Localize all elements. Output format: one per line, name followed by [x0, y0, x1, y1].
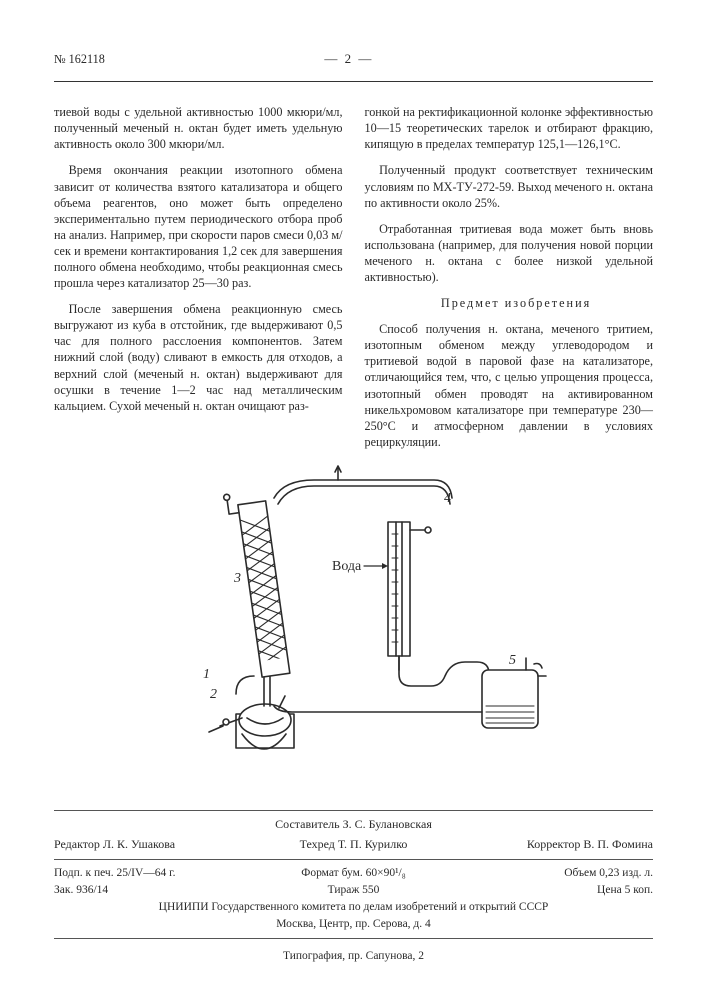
footer-rule-2 [54, 859, 653, 860]
publisher-addr: Москва, Центр, пр. Серова, д. 4 [54, 917, 653, 932]
header-rule [54, 81, 653, 82]
pub-order: Зак. 936/14 [54, 883, 248, 898]
pub-volume: Объем 0,23 изд. л. [459, 866, 653, 881]
pub-tirazh: Тираж 550 [248, 883, 459, 898]
pub-row-1: Подп. к печ. 25/IV—64 г. Формат бум. 60×… [54, 866, 653, 881]
diagram-label-1: 1 [203, 667, 210, 682]
body-text: тиевой воды с удельной активностью 1000 … [54, 104, 653, 450]
page-header: № 162118 — 2 — [54, 50, 653, 67]
footer-rule-1 [54, 810, 653, 811]
pub-price: Цена 5 коп. [459, 883, 653, 898]
paragraph: После завершения обмена реакционную смес… [54, 301, 343, 414]
paragraph: Способ получения н. октана, меченого три… [365, 321, 654, 450]
paragraph: Отработанная тритиевая вода может быть в… [365, 221, 654, 285]
diagram-label-2: 2 [210, 687, 217, 702]
paragraph: Время окончания реакции изотопного обмен… [54, 162, 343, 291]
apparatus-diagram: 1 2 3 4 5 Вода [54, 460, 653, 770]
pub-row-2: Зак. 936/14 Тираж 550 Цена 5 коп. [54, 883, 653, 898]
techred: Техред Т. П. Курилко [254, 837, 454, 853]
publisher-org: ЦНИИПИ Государственного комитета по дела… [54, 900, 653, 915]
diagram-label-5: 5 [509, 653, 516, 668]
diagram-label-4: 4 [444, 491, 451, 506]
page-footer: Составитель З. С. Булановская Редактор Л… [54, 810, 653, 965]
footer-rule-3 [54, 938, 653, 939]
paragraph: Полученный продукт соответствует техниче… [365, 162, 654, 210]
patent-number: № 162118 [54, 51, 105, 67]
corrector: Корректор В. П. Фомина [453, 837, 653, 853]
page-number: — 2 — [324, 50, 373, 67]
credits-row: Редактор Л. К. Ушакова Техред Т. П. Кури… [54, 837, 653, 853]
pub-date: Подп. к печ. 25/IV—64 г. [54, 866, 248, 881]
diagram-label-voda: Вода [332, 559, 362, 574]
pub-format: Формат бум. 60×90¹/₈ [248, 866, 459, 881]
subject-heading: Предмет изобретения [365, 295, 654, 311]
paragraph: тиевой воды с удельной активностью 1000 … [54, 104, 343, 152]
diagram-label-3: 3 [233, 571, 241, 586]
editor: Редактор Л. К. Ушакова [54, 837, 254, 853]
typography-line: Типография, пр. Сапунова, 2 [54, 949, 653, 964]
paragraph: гонкой на ректификационной колонке эффек… [365, 104, 654, 152]
compiler-line: Составитель З. С. Булановская [54, 817, 653, 833]
